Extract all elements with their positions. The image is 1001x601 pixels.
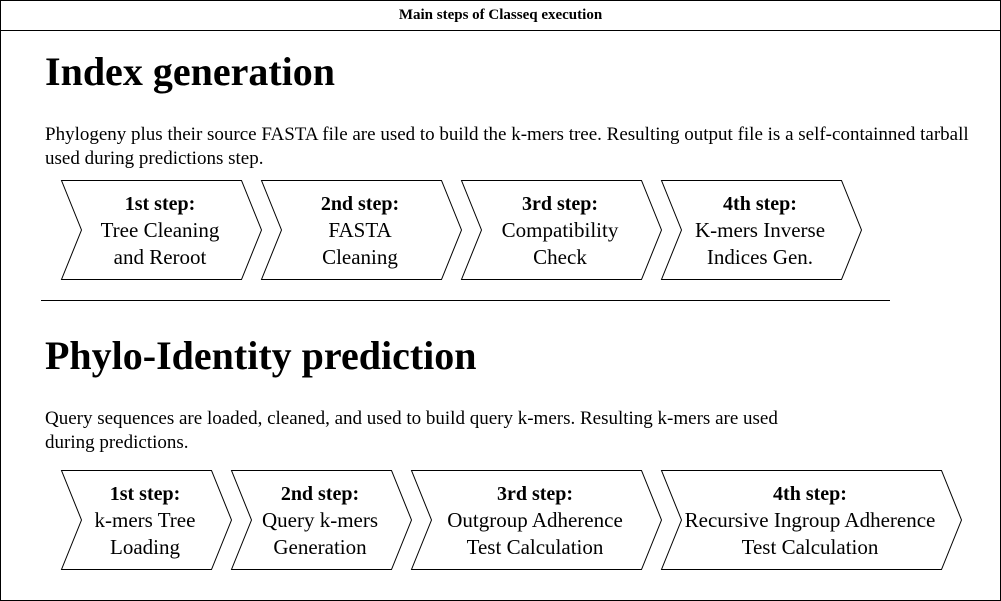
step-text: Compatibility Check: [501, 217, 619, 269]
prediction-step-3-arrow: [410, 470, 663, 570]
step-label: 4th step:: [723, 192, 797, 215]
section-description-index-generation: Phylogeny plus their source FASTA file a…: [45, 124, 969, 169]
prediction-steps-arrows: [60, 470, 963, 570]
step-label: 2nd step:: [320, 192, 400, 215]
step-label: 3rd step:: [496, 482, 574, 505]
index-step-2: 2nd step: FASTA Cleaning: [272, 181, 448, 280]
step-text: Tree Cleaning and Reroot: [100, 217, 220, 269]
step-label: 1st step:: [109, 482, 181, 505]
index-step-1: 1st step: Tree Cleaning and Reroot: [72, 181, 248, 280]
step-label: 2nd step:: [280, 482, 360, 505]
section-heading-phylo-identity-prediction: Phylo-Identity prediction: [45, 333, 477, 378]
step-text: Outgroup Adherence Test Calculation: [447, 507, 623, 559]
prediction-step-4: 4th step: Recursive Ingroup Adherence Te…: [670, 471, 950, 570]
index-step-3: 3rd step: Compatibility Check: [472, 181, 648, 280]
prediction-step-2-arrow: [230, 470, 413, 570]
section-heading-index-generation: Index generation: [45, 49, 335, 94]
index-step-4: 4th step: K-mers Inverse Indices Gen.: [672, 181, 848, 280]
section-description-phylo-identity-prediction: Query sequences are loaded, cleaned, and…: [45, 408, 778, 453]
step-text: K-mers Inverse Indices Gen.: [694, 217, 826, 269]
index-step-3-arrow: [460, 180, 663, 280]
diagram-title: Main steps of Classeq execution: [398, 7, 603, 23]
step-label: 1st step:: [124, 192, 196, 215]
prediction-step-3: 3rd step: Outgroup Adherence Test Calcul…: [420, 471, 650, 570]
index-step-4-arrow: [660, 180, 863, 280]
prediction-step-2: 2nd step: Query k-mers Generation: [240, 471, 400, 570]
index-step-2-arrow: [260, 180, 463, 280]
step-text: k-mers Tree Loading: [94, 507, 196, 559]
step-text: Recursive Ingroup Adherence Test Calcula…: [684, 507, 936, 559]
prediction-step-4-arrow: [660, 470, 963, 570]
step-label: 3rd step:: [521, 192, 599, 215]
step-text: Query k-mers Generation: [261, 507, 379, 559]
index-step-1-arrow: [60, 180, 263, 280]
step-text: FASTA Cleaning: [322, 217, 398, 269]
prediction-step-1-arrow: [60, 470, 233, 570]
step-label: 4th step:: [773, 482, 847, 505]
prediction-step-1: 1st step: k-mers Tree Loading: [70, 471, 220, 570]
index-steps-arrows: [60, 180, 863, 280]
